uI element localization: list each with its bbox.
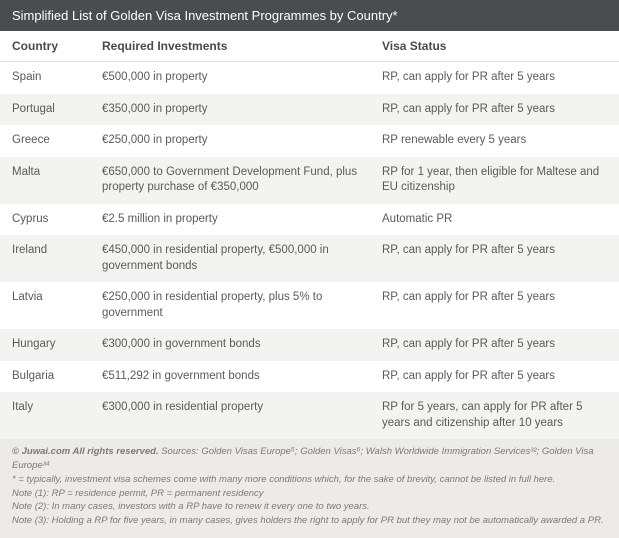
table-title: Simplified List of Golden Visa Investmen… bbox=[0, 0, 619, 31]
cell-country: Malta bbox=[0, 157, 90, 204]
cell-status: RP, can apply for PR after 5 years bbox=[370, 329, 619, 361]
table-row: Cyprus€2.5 million in propertyAutomatic … bbox=[0, 204, 619, 236]
cell-country: Italy bbox=[0, 392, 90, 439]
cell-country: Latvia bbox=[0, 282, 90, 329]
table-row: Latvia€250,000 in residential property, … bbox=[0, 282, 619, 329]
cell-status: RP, can apply for PR after 5 years bbox=[370, 94, 619, 126]
cell-country: Cyprus bbox=[0, 204, 90, 236]
cell-investment: €350,000 in property bbox=[90, 94, 370, 126]
footnote-star: * = typically, investment visa schemes c… bbox=[12, 473, 607, 487]
col-country-header: Country bbox=[0, 31, 90, 62]
cell-status: Automatic PR bbox=[370, 204, 619, 236]
cell-status: RP renewable every 5 years bbox=[370, 125, 619, 157]
cell-status: RP for 1 year, then eligible for Maltese… bbox=[370, 157, 619, 204]
footnote-3: Note (3): Holding a RP for five years, i… bbox=[12, 514, 607, 528]
table-row: Hungary€300,000 in government bondsRP, c… bbox=[0, 329, 619, 361]
cell-investment: €300,000 in residential property bbox=[90, 392, 370, 439]
cell-investment: €500,000 in property bbox=[90, 62, 370, 94]
table-row: Spain€500,000 in propertyRP, can apply f… bbox=[0, 62, 619, 94]
cell-status: RP for 5 years, can apply for PR after 5… bbox=[370, 392, 619, 439]
table-row: Italy€300,000 in residential propertyRP … bbox=[0, 392, 619, 439]
cell-status: RP, can apply for PR after 5 years bbox=[370, 62, 619, 94]
cell-country: Bulgaria bbox=[0, 361, 90, 393]
cell-investment: €511,292 in government bonds bbox=[90, 361, 370, 393]
header-row: Country Required Investments Visa Status bbox=[0, 31, 619, 62]
footer-sources-line: © Juwai.com All rights reserved. Sources… bbox=[12, 445, 607, 473]
cell-country: Portugal bbox=[0, 94, 90, 126]
footnote-2: Note (2): In many cases, investors with … bbox=[12, 500, 607, 514]
cell-status: RP, can apply for PR after 5 years bbox=[370, 282, 619, 329]
cell-investment: €300,000 in government bonds bbox=[90, 329, 370, 361]
cell-country: Greece bbox=[0, 125, 90, 157]
cell-investment: €250,000 in property bbox=[90, 125, 370, 157]
table-row: Greece€250,000 in propertyRP renewable e… bbox=[0, 125, 619, 157]
col-status-header: Visa Status bbox=[370, 31, 619, 62]
cell-country: Hungary bbox=[0, 329, 90, 361]
table-row: Malta€650,000 to Government Development … bbox=[0, 157, 619, 204]
table-row: Ireland€450,000 in residential property,… bbox=[0, 235, 619, 282]
cell-country: Ireland bbox=[0, 235, 90, 282]
copyright-text: © Juwai.com All rights reserved. bbox=[12, 446, 159, 457]
cell-investment: €250,000 in residential property, plus 5… bbox=[90, 282, 370, 329]
cell-investment: €450,000 in residential property, €500,0… bbox=[90, 235, 370, 282]
footnote-1: Note (1): RP = residence permit, PR = pe… bbox=[12, 487, 607, 501]
col-investment-header: Required Investments bbox=[90, 31, 370, 62]
cell-country: Spain bbox=[0, 62, 90, 94]
footer-notes: © Juwai.com All rights reserved. Sources… bbox=[0, 439, 619, 538]
table-row: Bulgaria€511,292 in government bondsRP, … bbox=[0, 361, 619, 393]
cell-investment: €2.5 million in property bbox=[90, 204, 370, 236]
cell-status: RP, can apply for PR after 5 years bbox=[370, 235, 619, 282]
table-body: Spain€500,000 in propertyRP, can apply f… bbox=[0, 62, 619, 440]
visa-table-container: Simplified List of Golden Visa Investmen… bbox=[0, 0, 619, 538]
table-row: Portugal€350,000 in propertyRP, can appl… bbox=[0, 94, 619, 126]
visa-table: Country Required Investments Visa Status… bbox=[0, 31, 619, 439]
cell-status: RP, can apply for PR after 5 years bbox=[370, 361, 619, 393]
cell-investment: €650,000 to Government Development Fund,… bbox=[90, 157, 370, 204]
